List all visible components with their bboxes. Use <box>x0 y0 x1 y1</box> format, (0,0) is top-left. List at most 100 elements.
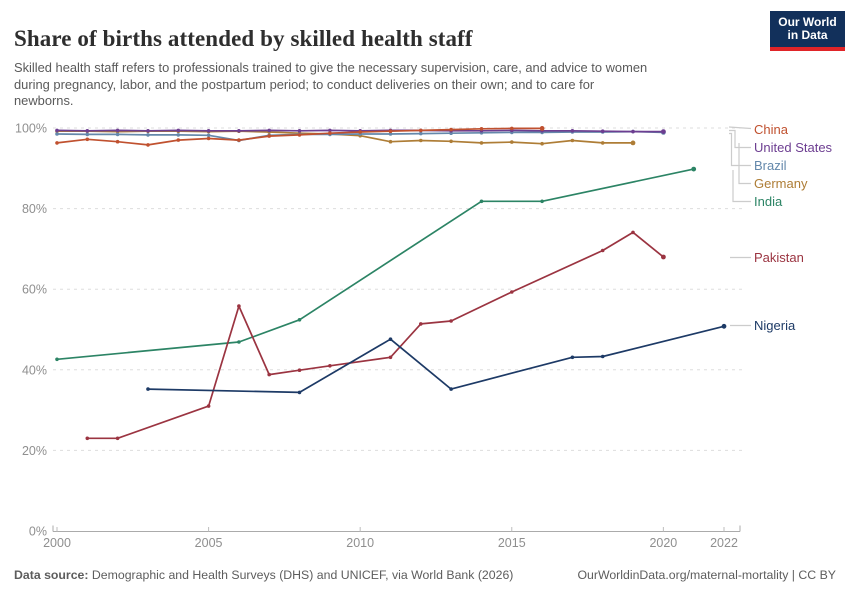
data-point-nigeria <box>146 387 150 391</box>
data-point-united-states <box>85 129 90 133</box>
legend-item-germany[interactable]: Germany <box>754 176 808 191</box>
x-tick-label: 2015 <box>498 536 526 550</box>
data-point-united-states <box>115 128 120 133</box>
legend-item-nigeria[interactable]: Nigeria <box>754 318 796 333</box>
data-point-pakistan <box>267 372 272 377</box>
data-point-nigeria <box>570 355 575 360</box>
series-line-nigeria <box>147 325 725 394</box>
series-line-india <box>56 168 694 361</box>
data-point-united-states <box>146 129 150 133</box>
data-point-united-states <box>631 129 635 134</box>
data-point-brazil <box>55 132 59 136</box>
data-point-nigeria <box>388 337 393 342</box>
page-title: Share of births attended by skilled heal… <box>14 26 473 52</box>
data-point-germany <box>419 138 423 143</box>
data-point-united-states <box>297 129 302 133</box>
chart-footer: Data source: Demographic and Health Surv… <box>14 568 836 582</box>
data-point-pakistan <box>237 304 241 308</box>
series-line-pakistan <box>87 231 664 440</box>
x-tick-label: 2010 <box>346 536 374 550</box>
data-point-brazil <box>206 133 211 138</box>
data-point-china <box>55 141 59 145</box>
data-point-india <box>55 357 59 362</box>
data-point-china <box>85 137 90 142</box>
data-point-pakistan <box>631 230 635 235</box>
data-point-china <box>419 128 423 133</box>
x-tick-label: 2020 <box>649 536 677 550</box>
data-point-brazil <box>419 131 423 136</box>
legend-item-pakistan[interactable]: Pakistan <box>754 250 804 265</box>
data-point-brazil <box>85 132 90 137</box>
data-point-china <box>237 138 241 142</box>
owid-logo[interactable]: Our World in Data <box>770 11 845 51</box>
data-point-brazil <box>146 133 150 137</box>
legend-item-united-states[interactable]: United States <box>754 140 833 155</box>
data-point-pakistan <box>388 355 393 360</box>
y-tick-label: 80% <box>22 202 47 216</box>
data-point-pakistan <box>206 404 211 408</box>
data-point-china <box>115 139 120 144</box>
legend-item-brazil[interactable]: Brazil <box>754 158 787 173</box>
series-india[interactable] <box>55 166 697 362</box>
data-point-india <box>540 199 544 204</box>
data-point-china <box>267 134 272 138</box>
data-point-pakistan <box>297 368 302 373</box>
y-tick-label: 20% <box>22 444 47 458</box>
x-tick-label: 2005 <box>195 536 223 550</box>
data-point-nigeria <box>721 323 727 329</box>
data-point-germany <box>540 141 544 146</box>
data-point-pakistan <box>449 319 453 323</box>
data-point-china <box>146 143 150 147</box>
y-tick-label: 100% <box>15 122 47 136</box>
legend-item-india[interactable]: India <box>754 194 783 209</box>
data-point-china <box>358 130 363 134</box>
data-point-united-states <box>328 128 332 133</box>
data-point-united-states <box>206 129 211 133</box>
data-source-text: Data source: Demographic and Health Surv… <box>14 568 513 582</box>
legend-leader-line <box>732 170 751 203</box>
owid-logo-line1: Our World <box>778 14 837 29</box>
x-tick-label: 2000 <box>43 536 71 550</box>
data-point-united-states <box>55 128 59 133</box>
legend-leader-line <box>729 132 751 167</box>
data-point-united-states <box>570 129 575 133</box>
series-pakistan[interactable] <box>85 230 666 441</box>
data-source-label: Data source: <box>14 568 89 582</box>
owid-logo-line2: in Data <box>787 28 828 42</box>
data-point-brazil <box>115 132 120 137</box>
data-point-india <box>691 166 697 172</box>
data-point-china <box>479 127 484 131</box>
data-point-nigeria <box>449 387 453 391</box>
data-point-united-states <box>661 129 666 135</box>
data-point-pakistan <box>600 248 605 253</box>
data-point-germany <box>510 140 514 144</box>
owid-url-link[interactable]: OurWorldinData.org/maternal-mortality | … <box>577 568 836 582</box>
data-point-pakistan <box>510 290 514 294</box>
legend-leader-line <box>738 143 751 185</box>
data-point-china <box>388 129 393 133</box>
data-point-china <box>297 133 302 137</box>
data-point-brazil <box>176 133 181 137</box>
y-tick-label: 0% <box>29 525 47 539</box>
data-point-china <box>539 125 545 131</box>
data-point-united-states <box>267 128 272 133</box>
data-point-germany <box>570 138 575 143</box>
data-point-germany <box>600 141 605 145</box>
series-china[interactable] <box>55 125 545 147</box>
data-point-pakistan <box>419 322 423 326</box>
x-tick-label: 2022 <box>710 536 738 550</box>
data-point-united-states <box>176 128 181 133</box>
data-point-china <box>328 131 332 135</box>
series-nigeria[interactable] <box>146 323 727 395</box>
data-point-pakistan <box>661 254 666 260</box>
data-point-nigeria <box>297 390 302 395</box>
data-point-pakistan <box>328 364 332 368</box>
legend-item-china[interactable]: China <box>754 122 788 137</box>
data-point-china <box>449 127 453 132</box>
data-point-united-states <box>600 129 605 133</box>
data-point-china <box>206 136 211 141</box>
y-tick-label: 40% <box>22 363 47 377</box>
legend-leader-line <box>728 126 752 130</box>
data-point-india <box>297 318 302 322</box>
